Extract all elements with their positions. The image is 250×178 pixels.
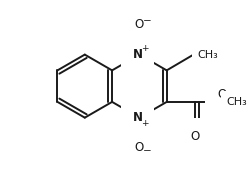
Text: −: − (143, 16, 152, 26)
Text: CH₃: CH₃ (227, 97, 248, 107)
Text: O: O (135, 18, 144, 31)
Text: O: O (217, 88, 226, 101)
Text: CH₃: CH₃ (197, 50, 218, 60)
Text: O: O (190, 130, 200, 143)
Text: +: + (142, 44, 149, 53)
Text: O: O (135, 141, 144, 154)
Text: +: + (142, 119, 149, 128)
Text: N: N (132, 48, 142, 61)
Text: −: − (143, 146, 152, 156)
Text: N: N (132, 111, 142, 124)
